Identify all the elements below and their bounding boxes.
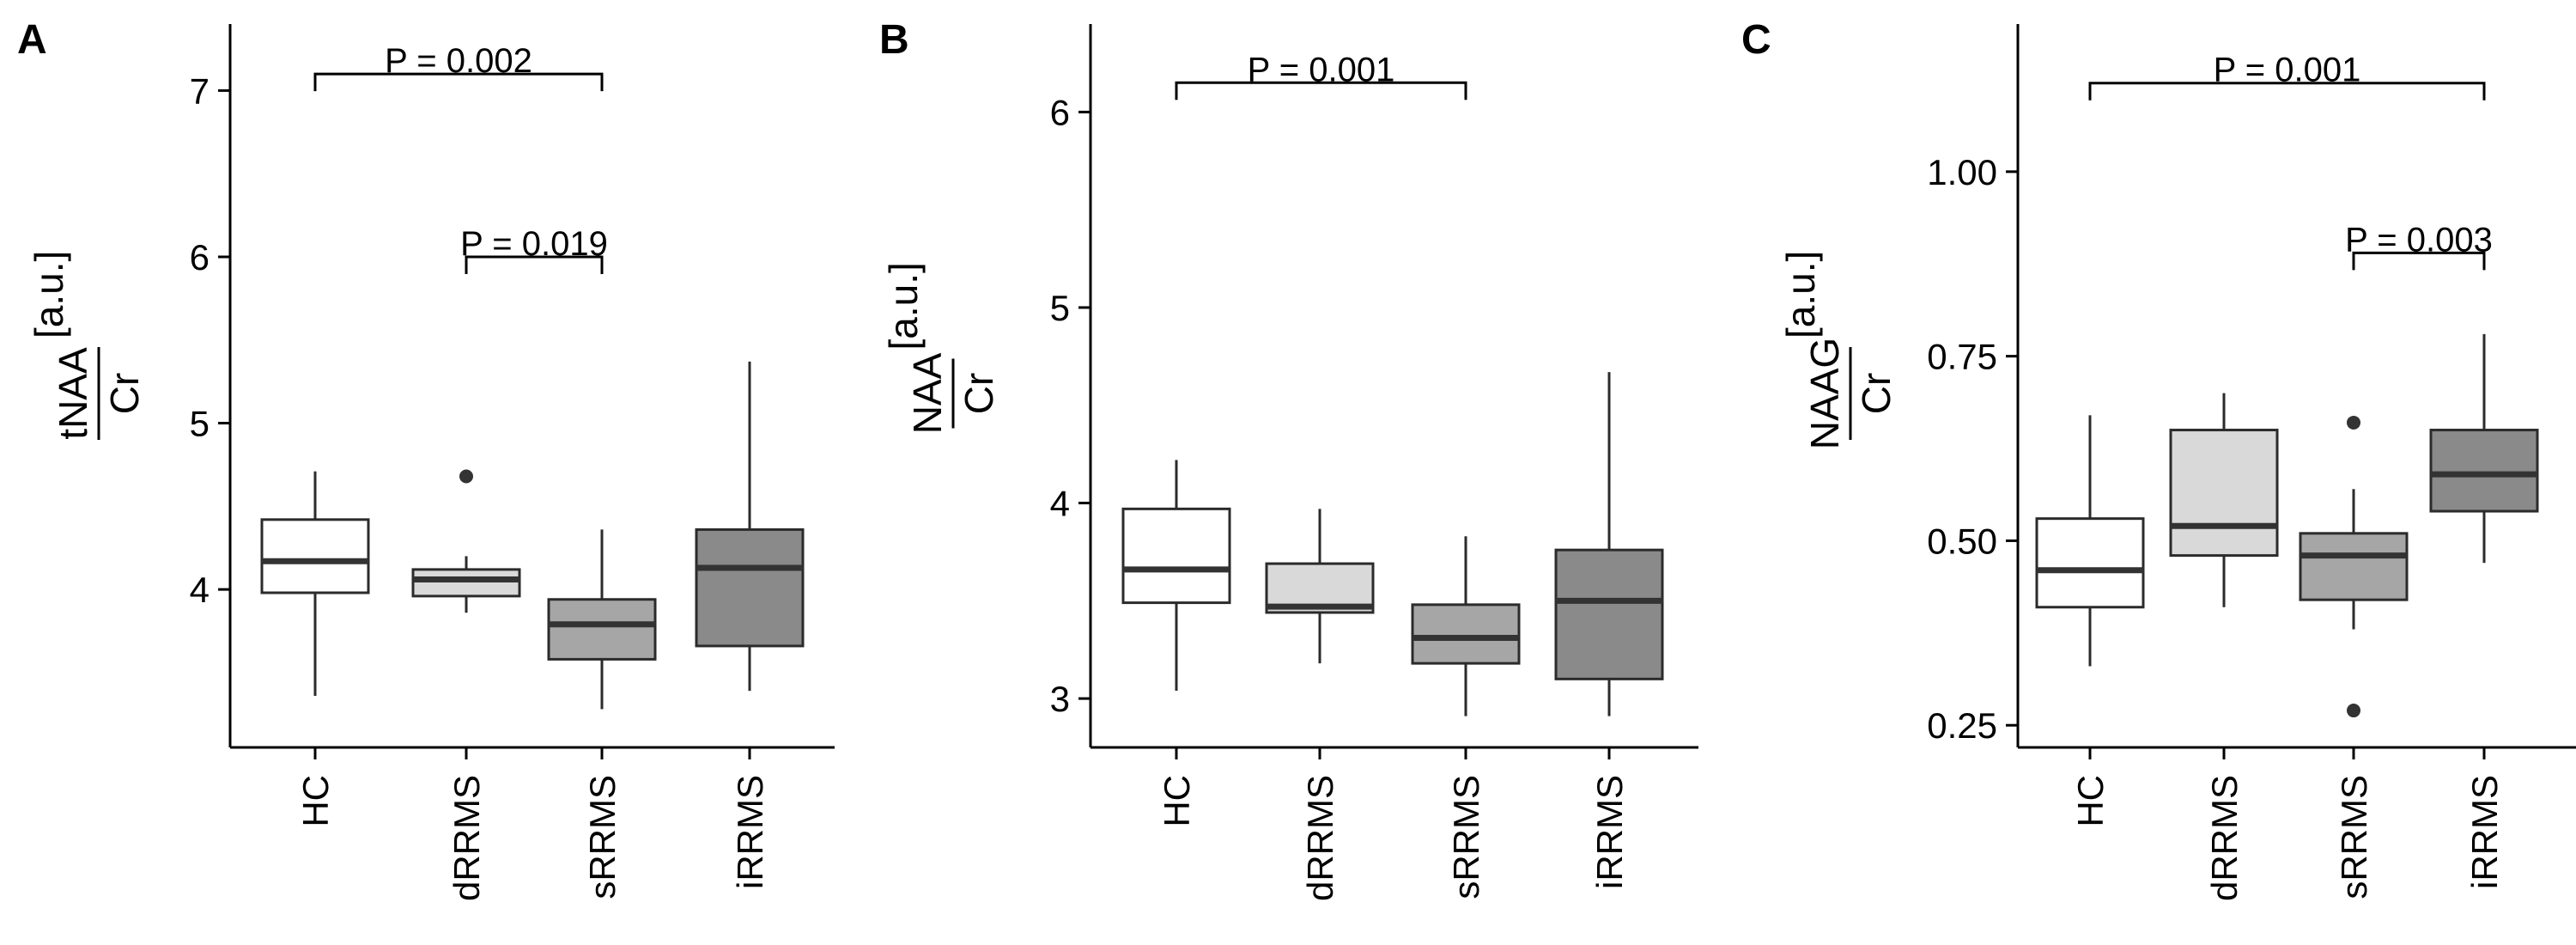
box-iqr bbox=[260, 518, 370, 594]
y-axis-label: tNAA Cr [a.u.] bbox=[27, 251, 147, 440]
y-tick-label: 7 bbox=[190, 70, 210, 111]
box-iqr bbox=[1121, 507, 1231, 605]
y-tick-label: 6 bbox=[1050, 92, 1070, 132]
outlier-point bbox=[459, 469, 473, 484]
y-label-unit: [a.u.] bbox=[1778, 251, 1823, 338]
y-label-denominator: Cr bbox=[1854, 373, 1899, 415]
box-iqr bbox=[1554, 548, 1664, 680]
box-srrms bbox=[547, 529, 657, 710]
y-axis-label: NAAG Cr [a.u.] bbox=[1778, 251, 1899, 449]
bracket-line bbox=[2352, 251, 2486, 271]
y-tick-label: 0.50 bbox=[1927, 521, 1997, 561]
x-tick-label-drrms: dRRMS bbox=[2204, 775, 2245, 901]
significance-bracket: P = 0.003 bbox=[2345, 221, 2493, 271]
panel-letter: A bbox=[17, 17, 47, 63]
y-tick-label: 4 bbox=[1050, 484, 1070, 524]
y-label-denominator: Cr bbox=[102, 373, 147, 415]
x-tick-label-hc: HC bbox=[1157, 775, 1197, 827]
bracket-line bbox=[313, 72, 604, 92]
box-irrms bbox=[695, 361, 805, 692]
box-iqr bbox=[411, 568, 521, 598]
box-iqr bbox=[547, 598, 657, 661]
y-tick-label: 0.75 bbox=[1927, 337, 1997, 377]
box-srrms bbox=[2299, 415, 2409, 718]
x-tick-label-drrms: dRRMS bbox=[447, 775, 487, 901]
y-label-numerator: NAA bbox=[905, 352, 950, 434]
box-irrms bbox=[2429, 333, 2539, 564]
box-iqr bbox=[2299, 532, 2409, 601]
x-tick-label-srrms: sRRMS bbox=[1446, 775, 1486, 899]
x-tick-label-srrms: sRRMS bbox=[582, 775, 623, 899]
p-value-label: P = 0.001 bbox=[1248, 51, 1395, 88]
significance-bracket: P = 0.019 bbox=[460, 225, 608, 274]
bracket-line bbox=[1175, 81, 1467, 101]
box-iqr bbox=[2169, 429, 2279, 558]
box-drrms bbox=[411, 469, 521, 613]
box-iqr bbox=[695, 527, 805, 648]
panel-letter: B bbox=[879, 17, 909, 63]
box-hc bbox=[260, 471, 370, 696]
panel-a: A 4 5 6 7 tNAA Cr [a.u.] HC dRRMS sRRMS iRRMS P = 0.… bbox=[17, 17, 835, 901]
y-tick-label: 3 bbox=[1050, 679, 1070, 719]
p-value-label: P = 0.002 bbox=[385, 42, 532, 80]
box-drrms bbox=[2169, 393, 2279, 607]
y-tick-label: 4 bbox=[190, 570, 210, 610]
y-axis-label: NAA Cr [a.u.] bbox=[881, 262, 1001, 434]
box-iqr bbox=[1411, 603, 1521, 665]
y-label-unit: [a.u.] bbox=[27, 251, 71, 338]
box-iqr bbox=[2429, 429, 2539, 513]
bracket-line bbox=[465, 255, 604, 274]
significance-bracket: P = 0.002 bbox=[313, 42, 604, 92]
y-tick-label: 5 bbox=[1050, 288, 1070, 328]
x-tick-label-irrms: iRRMS bbox=[730, 775, 770, 889]
x-tick-label-hc: HC bbox=[295, 775, 336, 827]
significance-bracket: P = 0.001 bbox=[2088, 52, 2486, 101]
p-value-label: P = 0.019 bbox=[460, 225, 608, 263]
panel-c: C 0.25 0.50 0.75 1.00 NAAG Cr [a.u.] HC dRRMS sRRM… bbox=[1741, 17, 2576, 901]
y-label-unit: [a.u.] bbox=[881, 262, 926, 350]
x-tick-label-irrms: iRRMS bbox=[1589, 775, 1630, 889]
y-label-numerator: NAAG bbox=[1802, 338, 1847, 449]
outlier-point bbox=[2347, 704, 2360, 718]
x-tick-label-srrms: sRRMS bbox=[2334, 775, 2374, 899]
y-tick-label: 6 bbox=[190, 237, 210, 277]
box-hc bbox=[2035, 415, 2145, 667]
significance-bracket: P = 0.001 bbox=[1175, 51, 1467, 101]
x-tick-label-hc: HC bbox=[2070, 775, 2111, 827]
y-label-numerator: tNAA bbox=[51, 347, 95, 440]
box-srrms bbox=[1411, 536, 1521, 716]
y-tick-label: 0.25 bbox=[1927, 705, 1997, 746]
box-iqr bbox=[2035, 517, 2145, 609]
box-hc bbox=[1121, 460, 1231, 692]
bracket-line bbox=[2088, 82, 2486, 101]
y-tick-label: 1.00 bbox=[1927, 152, 1997, 192]
outlier-point bbox=[2347, 415, 2360, 430]
box-drrms bbox=[1265, 509, 1375, 664]
box-irrms bbox=[1554, 372, 1664, 716]
panel-b: B 3 4 5 6 NAA Cr [a.u.] HC dRRMS sRRMS iRRMS P = 0.0… bbox=[879, 17, 1698, 901]
p-value-label: P = 0.001 bbox=[2214, 52, 2361, 89]
x-tick-label-drrms: dRRMS bbox=[1300, 775, 1340, 901]
p-value-label: P = 0.003 bbox=[2345, 221, 2493, 259]
y-tick-label: 5 bbox=[190, 404, 210, 444]
panel-letter: C bbox=[1741, 17, 1771, 63]
x-tick-label-irrms: iRRMS bbox=[2464, 775, 2505, 889]
y-label-denominator: Cr bbox=[957, 373, 1001, 415]
